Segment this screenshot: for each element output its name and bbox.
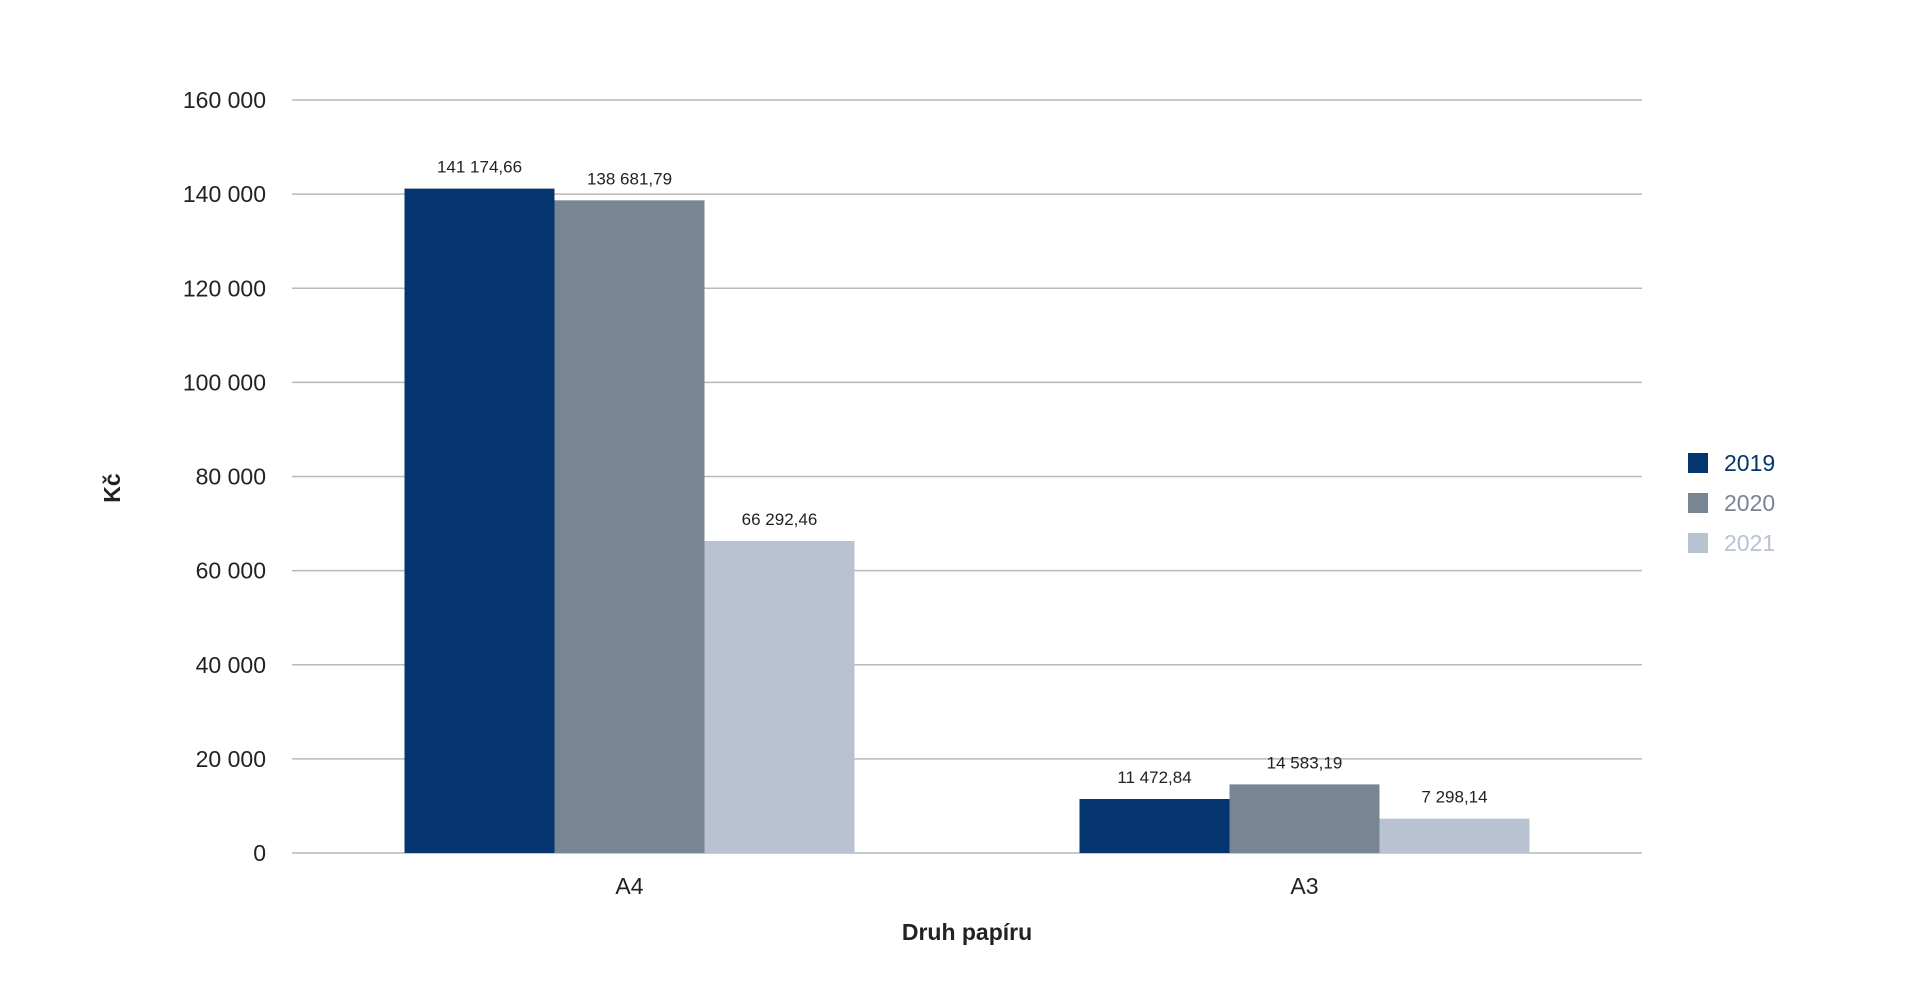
y-tick-label: 20 000 [196,746,266,772]
data-label: 141 174,66 [437,158,522,177]
y-axis-ticks: 0 20 000 40 000 60 000 80 000 100 000 120 000 1… [183,87,266,866]
y-tick-label: 140 000 [183,181,266,207]
y-tick-label: 100 000 [183,369,266,395]
legend: 2019 2020 2021 [1688,450,1775,556]
legend-label: 2019 [1724,450,1775,476]
data-label: 7 298,14 [1421,788,1487,807]
y-tick-label: 40 000 [196,652,266,678]
legend-item: 2019 [1688,450,1775,476]
y-tick-label: 80 000 [196,464,266,490]
legend-swatch [1688,533,1708,553]
bar-2021-A3 [1379,818,1530,853]
bar-2021-A4 [704,541,855,853]
bar-2020-A4 [554,200,705,853]
data-label: 11 472,84 [1117,768,1191,787]
x-axis-categories: A4 A3 [615,873,1318,899]
y-axis-title: Kč [99,473,125,503]
y-tick-label: 0 [253,840,266,866]
legend-swatch [1688,493,1708,513]
y-tick-label: 160 000 [183,87,266,113]
bars [404,188,1530,854]
x-category-label: A3 [1290,873,1318,899]
y-tick-label: 60 000 [196,558,266,584]
legend-item: 2021 [1688,530,1775,556]
data-label: 14 583,19 [1267,753,1343,772]
x-category-label: A4 [615,873,643,899]
y-tick-label: 120 000 [183,275,266,301]
data-labels: 141 174,66 138 681,79 66 292,46 11 472,84 14… [437,158,1488,807]
legend-label: 2020 [1724,490,1775,516]
data-label: 66 292,46 [742,510,818,529]
bar-2019-A3 [1079,799,1230,853]
legend-swatch [1688,453,1708,473]
bar-2020-A3 [1229,784,1380,853]
x-axis-title: Druh papíru [902,919,1032,945]
legend-item: 2020 [1688,490,1775,516]
bar-2019-A4 [404,188,555,854]
data-label: 138 681,79 [587,169,672,188]
legend-label: 2021 [1724,530,1775,556]
